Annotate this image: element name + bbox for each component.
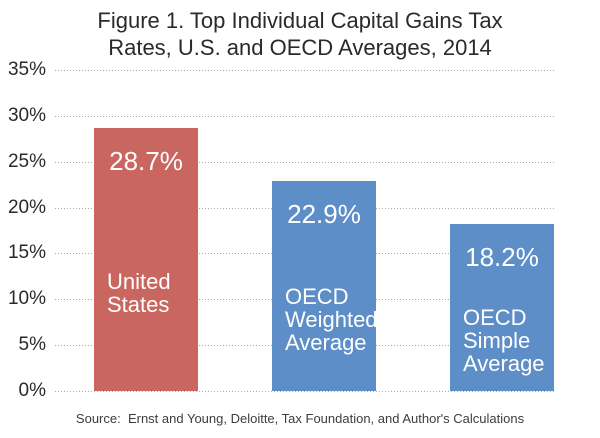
bar-category-label-line: Simple [463, 328, 531, 353]
bar-category-label-line: United [107, 268, 171, 294]
bar-category-label-wrap: OECD Simple Average [450, 270, 554, 391]
y-axis-tick-label: 0% [18, 380, 46, 401]
bar-value-label: 22.9% [287, 199, 361, 229]
bar-category-label-line: Weighted [285, 306, 378, 332]
bar-category-label: OECD Simple Average [450, 306, 545, 375]
chart-title-line1: Figure 1. Top Individual Capital Gains T… [97, 8, 503, 33]
bar-category-label-wrap: OECD Weighted Average [272, 227, 378, 391]
chart-title-line2: Rates, U.S. and OECD Averages, 2014 [108, 35, 492, 60]
y-axis-tick-label: 25% [7, 151, 46, 172]
gridline [55, 70, 556, 71]
bar-oecd-weighted-average: 22.9% OECD Weighted Average [272, 181, 378, 391]
y-axis-tick-label: 20% [7, 197, 46, 218]
y-axis-tick-label: 5% [18, 334, 46, 355]
bar-category-label-line: States [107, 291, 170, 317]
y-axis-tick-label: 35% [7, 59, 46, 80]
bar-value-label: 18.2% [465, 242, 539, 272]
bar-category-label-line: OECD [285, 283, 349, 309]
bar-value-label: 28.7% [109, 146, 183, 176]
bar-category-label: United States [94, 270, 171, 316]
gridline [55, 116, 556, 117]
source-note: Source: Ernst and Young, Deloitte, Tax F… [75, 411, 525, 426]
gridline [55, 391, 556, 392]
bar-category-label-line: Average [285, 329, 367, 355]
bar-united-states: 28.7% United States [94, 128, 198, 391]
chart-title: Figure 1. Top Individual Capital Gains T… [0, 7, 600, 61]
bar-category-label: OECD Weighted Average [272, 285, 378, 354]
y-axis-tick-label: 15% [7, 242, 46, 263]
bar-category-label-wrap: United States [94, 174, 198, 391]
gridline [55, 162, 556, 163]
y-axis-tick-label: 10% [7, 288, 46, 309]
y-axis-tick-label: 30% [7, 105, 46, 126]
bar-oecd-simple-average: 18.2% OECD Simple Average [450, 224, 554, 391]
bar-category-label-line: Average [463, 351, 545, 376]
bar-category-label-line: OECD [463, 305, 527, 330]
